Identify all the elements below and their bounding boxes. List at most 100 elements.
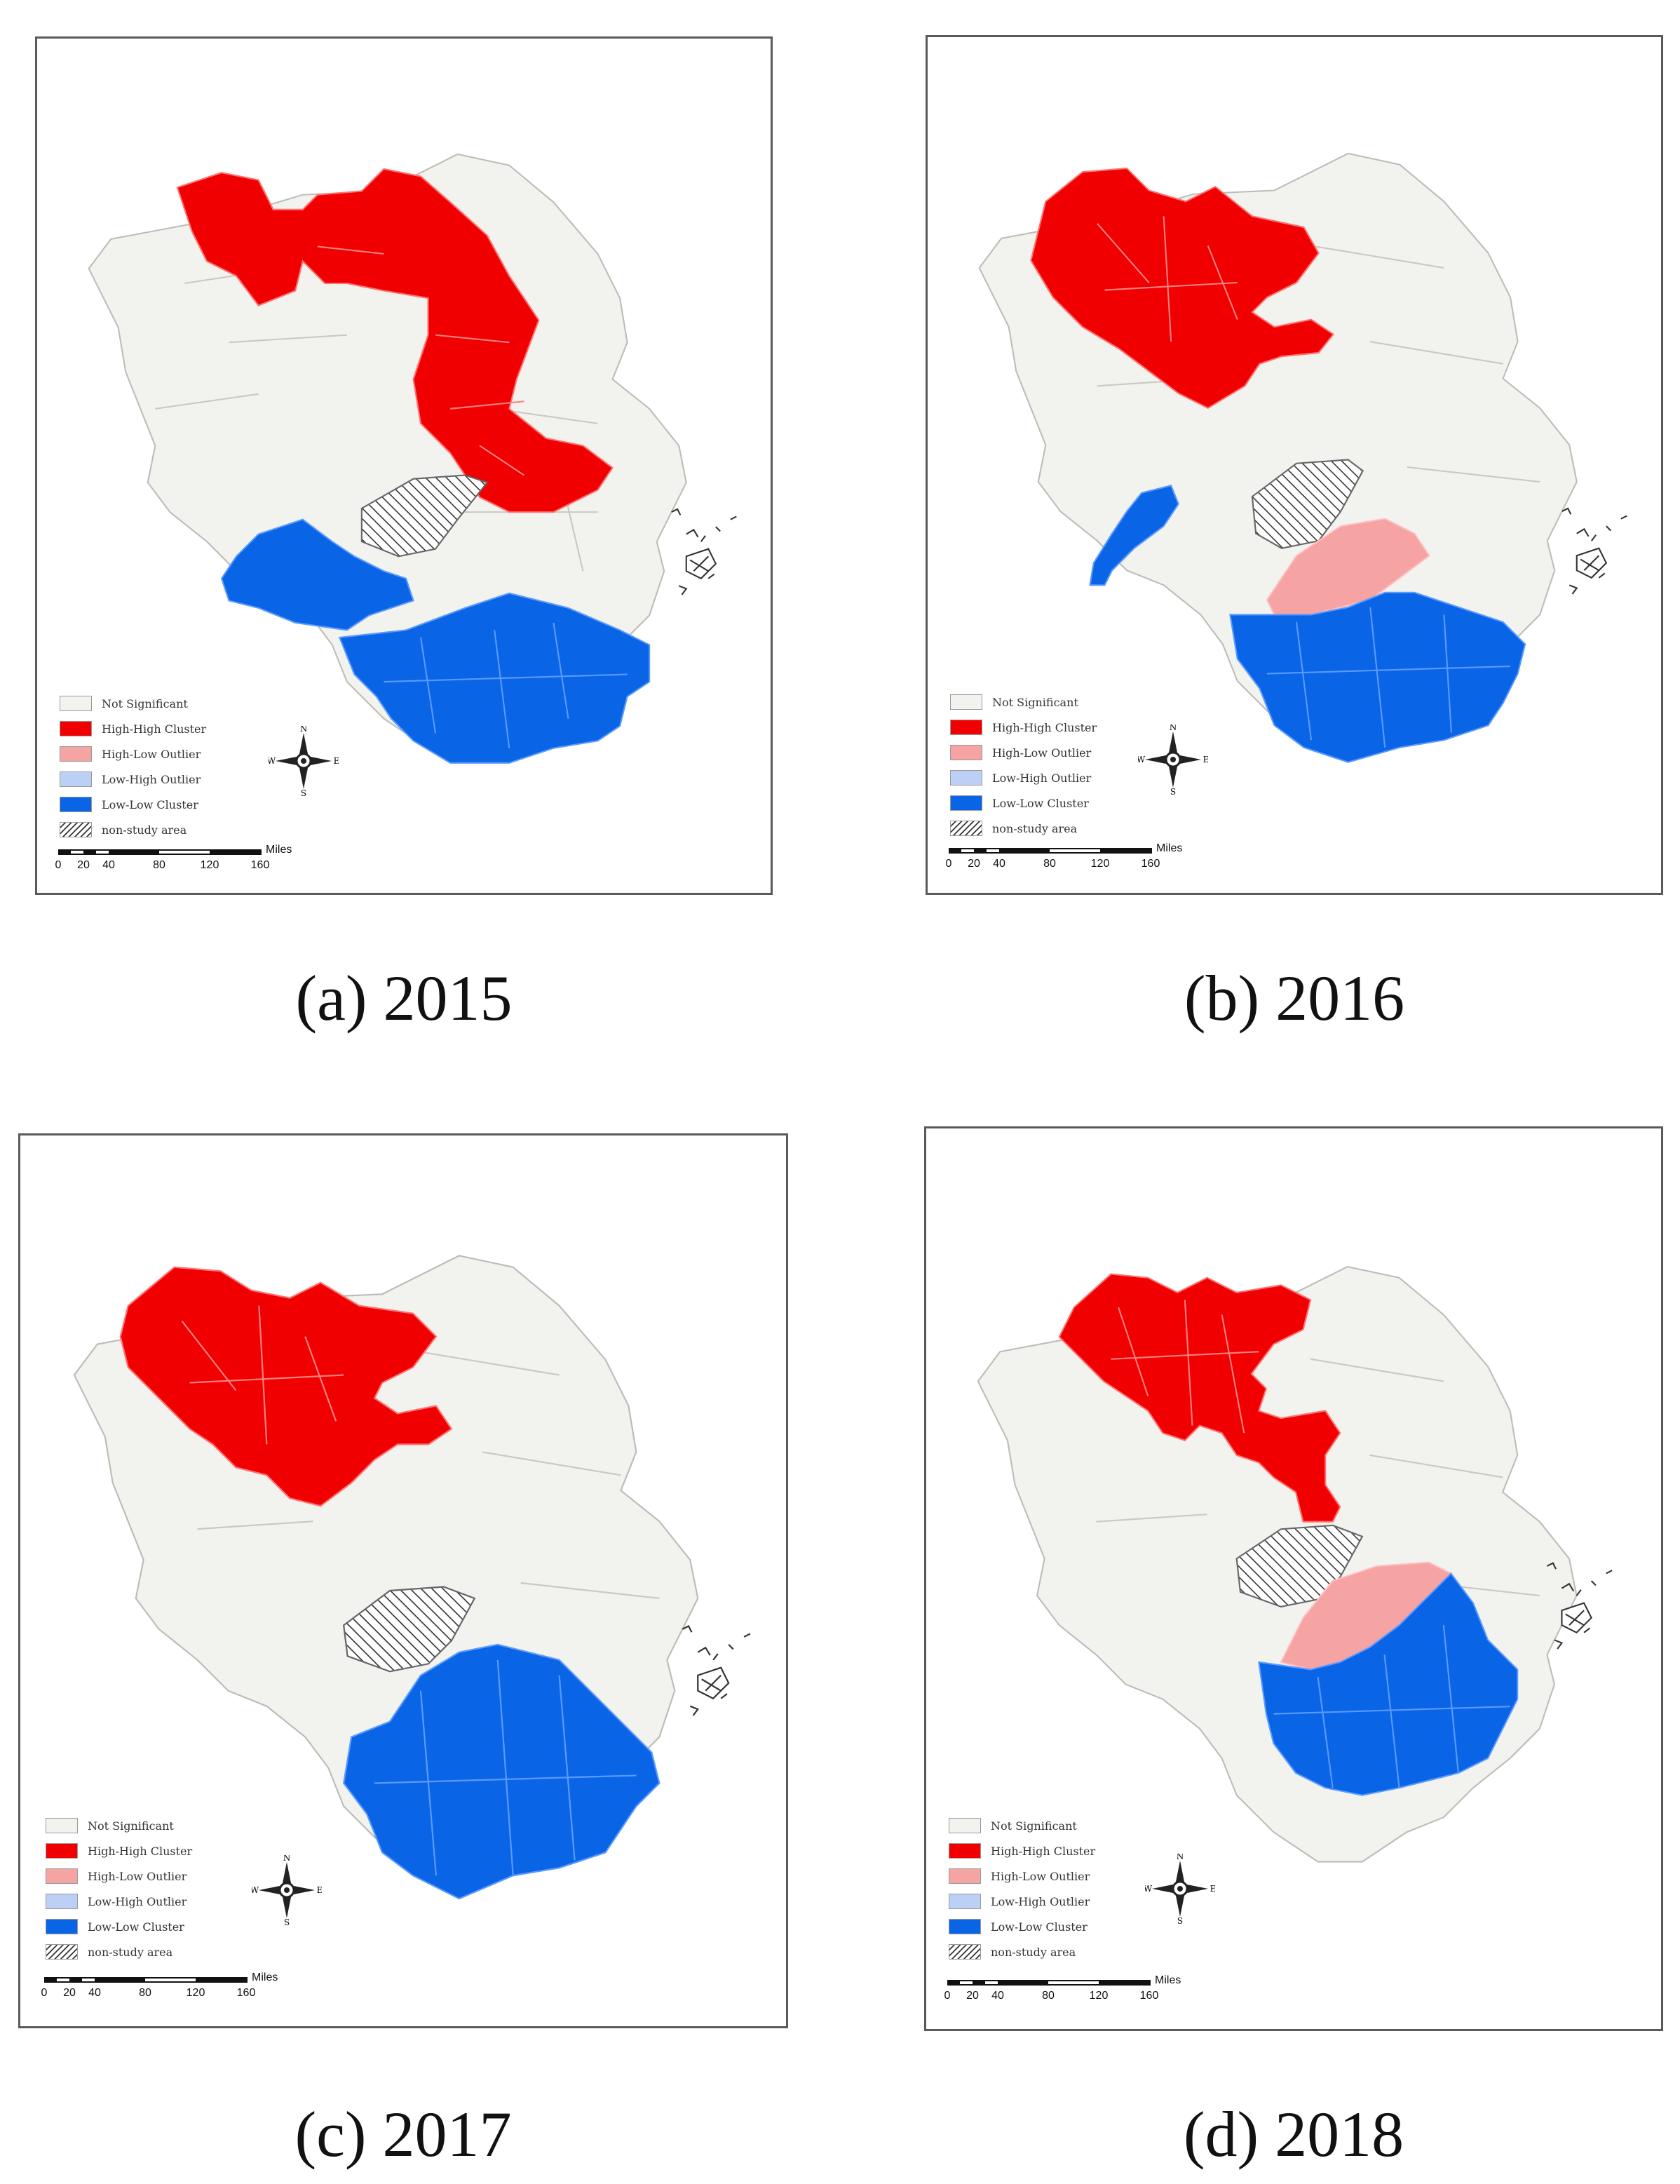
- map-panel-b: Not Significant High-High Cluster High-L…: [926, 35, 1663, 895]
- scale-tick: 20: [968, 858, 980, 870]
- compass-s: S: [284, 1917, 290, 1925]
- map-a: [88, 153, 737, 764]
- scale-unit: Miles: [1155, 1974, 1181, 1986]
- scale-tick: 0: [944, 1990, 951, 2002]
- scale-tick: 120: [200, 859, 219, 871]
- scale-tick: 160: [1141, 858, 1160, 870]
- legend-label: Low-High Outlier: [992, 771, 1092, 785]
- scale-tick: 120: [1090, 858, 1110, 870]
- map-a-islands: [671, 508, 737, 595]
- scale-tick: 0: [55, 859, 62, 871]
- compass-e: E: [1203, 755, 1208, 764]
- legend-label: High-High Cluster: [88, 1844, 193, 1858]
- legend-label: High-Low Outlier: [102, 747, 201, 761]
- legend-label: Low-Low Cluster: [992, 796, 1089, 810]
- legend-item-low-low: Low-Low Cluster: [60, 792, 206, 817]
- scale-bar-d: 0 20 40 80 120 160 Miles: [944, 1974, 1186, 2008]
- legend-item-low-high: Low-High Outlier: [949, 1889, 1095, 1914]
- scale-bar-c: 0 20 40 80 120 160 Miles: [41, 1971, 297, 2005]
- legend-label: High-Low Outlier: [88, 1869, 187, 1883]
- map-d-islands: [1546, 1562, 1613, 1650]
- legend-label: Low-High Outlier: [88, 1894, 187, 1908]
- compass-e: E: [317, 1885, 322, 1895]
- legend-label: Not Significant: [992, 695, 1078, 709]
- compass-s: S: [1170, 787, 1176, 795]
- legend-item-high-low: High-Low Outlier: [60, 741, 206, 767]
- scale-tick: 20: [63, 1987, 76, 1999]
- map-b-islands: [1562, 507, 1627, 595]
- caption-c: (c) 2017: [294, 2098, 512, 2170]
- compass-rose-icon: N S E W: [267, 724, 340, 798]
- map-c: [73, 1255, 751, 1900]
- map-panel-d: Not Significant High-High Cluster High-L…: [924, 1126, 1663, 2031]
- map-d-low-low-cluster: [1258, 1572, 1519, 1796]
- legend-item-high-high: High-High Cluster: [949, 1838, 1095, 1863]
- map-a-high-high-cluster: [176, 168, 614, 513]
- map-c-low-low-cluster: [342, 1643, 661, 1900]
- compass-n: N: [300, 726, 308, 734]
- legend-b: Not Significant High-High Cluster High-L…: [950, 689, 1097, 841]
- compass-n: N: [1170, 724, 1177, 732]
- compass-s: S: [301, 788, 306, 796]
- caption-a: (a) 2015: [295, 962, 513, 1034]
- map-b-high-low-outlier: [1266, 518, 1430, 616]
- legend-item-non-study: non-study area: [950, 816, 1097, 841]
- legend-item-non-study: non-study area: [949, 1939, 1095, 1964]
- legend-item-non-study: non-study area: [46, 1939, 192, 1964]
- legend-label: non-study area: [102, 823, 187, 837]
- map-c-non-study-area: [342, 1586, 476, 1673]
- legend-label: High-Low Outlier: [991, 1869, 1090, 1883]
- legend-item-high-high: High-High Cluster: [950, 715, 1097, 740]
- scale-unit: Miles: [252, 1971, 278, 1983]
- scale-tick: 0: [41, 1987, 48, 1999]
- legend-item-high-low: High-Low Outlier: [950, 740, 1097, 765]
- scale-tick: 80: [153, 859, 165, 871]
- legend-label: High-High Cluster: [991, 1844, 1096, 1858]
- legend-item-low-high: Low-High Outlier: [950, 765, 1097, 790]
- scale-tick: 80: [1042, 1990, 1055, 2002]
- legend-label: Low-Low Cluster: [88, 1920, 184, 1934]
- legend-label: Low-Low Cluster: [991, 1920, 1088, 1934]
- legend-label: non-study area: [991, 1945, 1076, 1959]
- legend-item-low-low: Low-Low Cluster: [949, 1914, 1095, 1939]
- scale-tick: 40: [88, 1987, 101, 1999]
- legend-label: non-study area: [88, 1945, 173, 1959]
- legend-label: High-Low Outlier: [992, 746, 1092, 760]
- compass-w: W: [269, 756, 276, 766]
- legend-label: Not Significant: [102, 696, 188, 710]
- legend-item-non-study: non-study area: [60, 817, 206, 842]
- scale-tick: 80: [1043, 858, 1056, 870]
- map-a-non-study-area: [360, 474, 489, 558]
- scale-tick: 40: [102, 859, 115, 871]
- scale-bar-b: 0 20 40 80 120 160 Miles: [946, 842, 1187, 876]
- legend-label: Not Significant: [88, 1819, 174, 1833]
- map-b: [978, 152, 1627, 763]
- map-panel-c: Not Significant High-High Cluster High-L…: [18, 1133, 788, 2028]
- compass-w: W: [1138, 755, 1146, 764]
- compass-a: N S E W: [267, 724, 340, 799]
- scale-tick: 160: [236, 1987, 256, 1999]
- legend-item-high-low: High-Low Outlier: [949, 1863, 1095, 1889]
- legend-item-not-significant: Not Significant: [60, 691, 206, 716]
- compass-e: E: [334, 756, 339, 766]
- scale-tick: 160: [250, 859, 270, 871]
- compass-rose-icon: N S E W: [1144, 1852, 1217, 1926]
- scale-tick: 20: [966, 1990, 979, 2002]
- scale-unit: Miles: [266, 844, 292, 856]
- scale-tick: 40: [991, 1990, 1004, 2002]
- compass-e: E: [1210, 1884, 1215, 1894]
- scale-tick: 40: [993, 858, 1005, 870]
- scale-bar-a: 0 20 40 80 120 160 Miles: [55, 844, 297, 877]
- compass-w: W: [1145, 1884, 1153, 1894]
- compass-rose-icon: N S E W: [250, 1853, 323, 1927]
- map-b-low-low-cluster: [1089, 485, 1526, 763]
- scale-tick: 160: [1139, 1990, 1159, 2002]
- compass-c: N S E W: [250, 1853, 323, 1928]
- legend-item-not-significant: Not Significant: [46, 1813, 192, 1838]
- legend-item-high-high: High-High Cluster: [60, 716, 206, 741]
- map-panel-a: Not Significant High-High Cluster High-L…: [35, 36, 773, 895]
- scale-unit: Miles: [1156, 842, 1183, 854]
- legend-item-not-significant: Not Significant: [950, 689, 1097, 715]
- scale-tick: 120: [1089, 1990, 1109, 2002]
- legend-item-low-high: Low-High Outlier: [46, 1889, 192, 1914]
